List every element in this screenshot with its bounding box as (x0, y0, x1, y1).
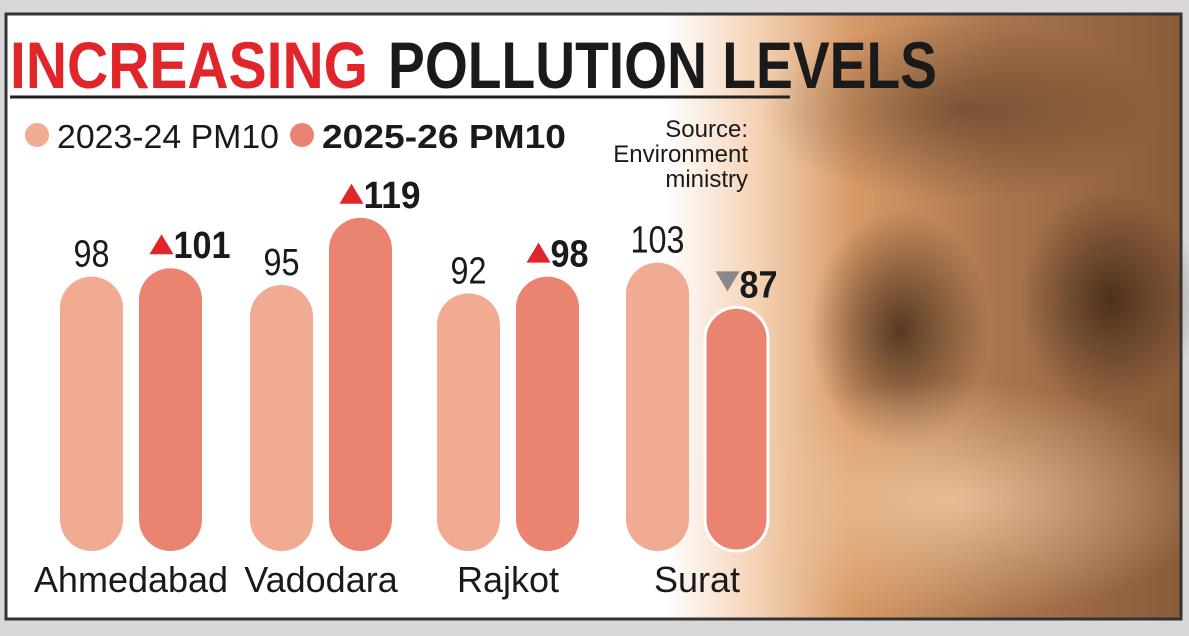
source-note: Source: (665, 116, 748, 143)
photo-trees (760, 20, 1160, 200)
increase-arrow (149, 234, 174, 255)
bar (329, 217, 392, 552)
category-label: Rajkot (457, 559, 559, 600)
bar (626, 262, 689, 551)
value-label: 92 (451, 250, 487, 292)
bar (516, 276, 579, 551)
bar (60, 276, 123, 551)
legend-label: 2023-24 PM10 (57, 118, 279, 155)
source-note: Environment (613, 141, 748, 168)
value-label: 98 (74, 234, 110, 276)
category-label: Surat (654, 559, 740, 600)
value-label: 98 (551, 234, 589, 276)
bar (250, 285, 313, 551)
chart: INCREASING POLLUTION LEVELS 2023-24 PM10 20… (10, 28, 937, 600)
value-label: 119 (364, 175, 421, 217)
category-label: Ahmedabad (34, 559, 228, 600)
title-highlight: INCREASING (10, 28, 368, 102)
legend-label: 2025-26 PM10 (322, 118, 566, 155)
photo-car (1020, 190, 1189, 410)
bar (139, 268, 202, 551)
photo-smoke (690, 380, 1189, 620)
value-label: 95 (264, 242, 300, 284)
increase-arrow (339, 183, 364, 204)
legend-swatch (290, 123, 314, 147)
source-note: ministry (665, 166, 748, 193)
category-label: Vadodara (244, 559, 398, 600)
increase-arrow (526, 242, 551, 263)
bar (437, 293, 500, 551)
value-label: 87 (740, 264, 778, 306)
bar (703, 305, 770, 553)
decrease-arrow (715, 271, 740, 292)
title: POLLUTION LEVELS (388, 28, 937, 102)
value-label: 103 (631, 220, 685, 262)
frame (4, 12, 1183, 621)
legend-swatch (25, 123, 49, 147)
value-label: 101 (174, 225, 231, 267)
